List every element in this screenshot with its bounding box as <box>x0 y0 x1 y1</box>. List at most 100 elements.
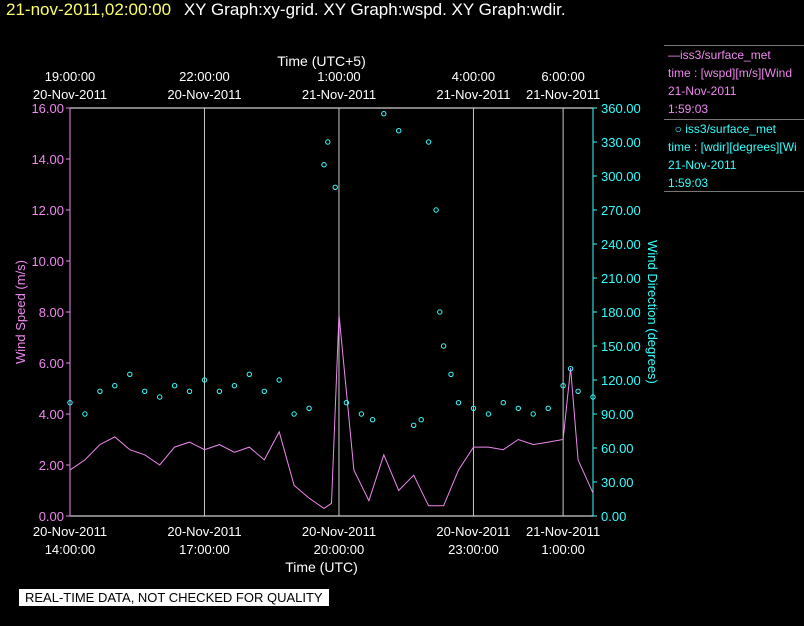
wind-direction-point <box>440 343 447 349</box>
bottom-tick-time: 20:00:00 <box>314 542 365 557</box>
right-tick-label: 0.00 <box>601 509 626 524</box>
legend-direction-time: 1:59:03 <box>668 176 709 190</box>
wind-direction-point <box>500 400 506 406</box>
top-axis-title: Time (UTC+5) <box>277 53 366 69</box>
bottom-tick-date: 21-Nov-2011 <box>526 524 600 539</box>
wind-direction-point <box>186 388 193 394</box>
top-tick-date: 21-Nov-2011 <box>526 87 600 102</box>
left-axis-title: Wind Speed (m/s) <box>13 260 28 364</box>
right-tick-label: 120.00 <box>601 373 641 388</box>
right-tick-label: 150.00 <box>601 339 641 354</box>
top-tick-time: 22:00:00 <box>179 69 230 84</box>
wind-direction-point <box>575 388 581 394</box>
wind-direction-point <box>485 411 492 417</box>
top-tick-time: 4:00:00 <box>452 69 495 84</box>
left-tick-label: 12.00 <box>31 203 64 218</box>
legend-divider <box>664 45 804 46</box>
wind-direction-point <box>67 400 73 406</box>
bottom-tick-time: 17:00:00 <box>179 542 230 557</box>
wind-speed-line <box>69 314 594 510</box>
top-tick-date: 21-Nov-2011 <box>436 87 510 102</box>
top-tick-time: 19:00:00 <box>45 69 96 84</box>
right-tick-label: 360.00 <box>601 101 641 116</box>
legend-speed-date: 21-Nov-2011 <box>668 84 737 98</box>
legend-direction-field: time : [wdir][degrees][Wi <box>668 140 797 154</box>
top-tick-date: 21-Nov-2011 <box>302 87 376 102</box>
wind-direction-point <box>396 128 402 134</box>
right-tick-label: 300.00 <box>601 169 641 184</box>
wind-direction-point <box>418 417 424 423</box>
left-tick-label: 4.00 <box>39 407 64 422</box>
wind-direction-point <box>437 309 443 315</box>
wind-direction-point <box>381 111 387 117</box>
left-tick-label: 2.00 <box>39 458 64 473</box>
legend-speed-field: time : [wspd][m/s][Wind <box>668 66 793 80</box>
wind-direction-point <box>325 139 331 145</box>
right-tick-label: 30.00 <box>601 475 634 490</box>
legend-direction-date: 21-Nov-2011 <box>668 158 737 172</box>
legend-direction-name: ○ iss3/surface_met <box>668 122 776 136</box>
wind-direction-point <box>171 383 178 389</box>
bottom-axis-title: Time (UTC) <box>285 559 358 575</box>
wind-direction-point <box>112 383 118 389</box>
wind-direction-point <box>343 400 350 406</box>
bottom-tick-time: 23:00:00 <box>448 542 499 557</box>
wind-direction-point <box>306 405 312 411</box>
top-tick-time: 6:00:00 <box>541 69 584 84</box>
left-tick-label: 8.00 <box>39 305 64 320</box>
grid-lines <box>69 107 593 517</box>
top-tick-time: 1:00:00 <box>317 69 360 84</box>
wind-direction-point <box>332 184 338 191</box>
wind-direction-point <box>276 377 282 383</box>
legend-speed-name: —iss3/surface_met <box>668 48 771 62</box>
left-tick-label: 16.00 <box>31 101 64 116</box>
right-tick-label: 180.00 <box>601 305 641 320</box>
wind-direction-point <box>216 388 223 394</box>
wind-direction-point <box>261 388 267 394</box>
wind-direction-point <box>448 371 454 377</box>
wind-direction-point <box>231 383 238 389</box>
wind-direction-point <box>246 371 253 377</box>
wind-direction-point <box>433 207 439 213</box>
legend-divider <box>664 119 804 120</box>
right-tick-label: 60.00 <box>601 441 634 456</box>
right-tick-label: 240.00 <box>601 237 641 252</box>
wind-direction-point <box>369 417 376 423</box>
quality-disclaimer: REAL-TIME DATA, NOT CHECKED FOR QUALITY <box>19 589 329 606</box>
wind-direction-point <box>201 377 208 383</box>
wind-direction-point <box>97 388 103 394</box>
wind-direction-point <box>455 400 462 406</box>
left-tick-label: 14.00 <box>31 152 64 167</box>
right-axis-title: Wind Direction (degrees) <box>645 240 660 384</box>
wind-direction-point <box>560 383 566 389</box>
wind-direction-point <box>321 162 327 168</box>
bottom-tick-date: 20-Nov-2011 <box>436 524 510 539</box>
header-datetime: 21-nov-2011,02:00:00 <box>6 0 172 19</box>
wind-direction-point <box>470 405 477 411</box>
wind-direction-point <box>425 139 432 145</box>
bottom-tick-date: 20-Nov-2011 <box>302 524 376 539</box>
wind-direction-point <box>291 411 297 417</box>
wind-direction-point <box>590 394 596 400</box>
wind-direction-point <box>545 405 551 411</box>
legend-speed-time: 1:59:03 <box>668 102 709 116</box>
wind-direction-point <box>515 405 521 411</box>
left-tick-label: 10.00 <box>31 254 64 269</box>
wind-direction-point <box>157 394 163 400</box>
wind-direction-series <box>67 111 596 428</box>
header-graph-names: XY Graph:xy-grid. XY Graph:wspd. XY Grap… <box>183 0 566 19</box>
top-tick-date: 20-Nov-2011 <box>33 87 107 102</box>
legend-speed: —iss3/surface_met time : [wspd][m/s][Win… <box>668 46 804 118</box>
wind-direction-point <box>530 411 536 417</box>
bottom-tick-time: 14:00:00 <box>45 542 96 557</box>
top-tick-date: 20-Nov-2011 <box>167 87 241 102</box>
right-tick-label: 270.00 <box>601 203 641 218</box>
axis-ticks: 20-Nov-2011 14:00:00 20-Nov-2011 17:00:00 20… <box>31 69 640 557</box>
legend-divider <box>664 191 804 192</box>
right-tick-label: 210.00 <box>601 271 641 286</box>
wind-direction-point <box>142 388 148 394</box>
wind-direction-point <box>358 411 365 417</box>
bottom-tick-date: 20-Nov-2011 <box>33 524 107 539</box>
wind-direction-point <box>82 411 88 417</box>
